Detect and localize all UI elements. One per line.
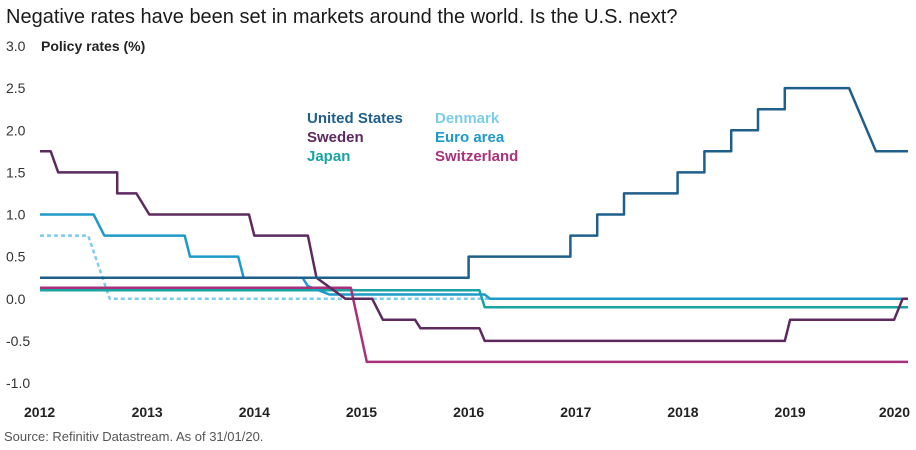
- legend-entry-euro-area: Euro area: [435, 129, 505, 146]
- y-tick-label: 1.5: [6, 164, 26, 180]
- y-tick-label: -1.0: [6, 375, 30, 391]
- x-tick-label: 2017: [560, 404, 591, 420]
- series-line-sweden: [40, 150, 908, 343]
- chart-title: Negative rates have been set in markets …: [6, 6, 678, 28]
- legend-entry-sweden: Sweden: [307, 129, 364, 146]
- x-tick-label: 2012: [24, 404, 55, 420]
- legend-entry-united-states: United States: [307, 110, 403, 127]
- y-tick-label: 0.5: [6, 249, 26, 265]
- x-tick-label: 2013: [132, 404, 163, 420]
- x-tick-label: 2019: [775, 404, 806, 420]
- y-tick-label: 1.0: [6, 207, 26, 223]
- y-tick-label: 0.0: [6, 291, 26, 307]
- series-line-japan: [40, 289, 908, 309]
- y-tick-label: 3.0: [6, 38, 26, 54]
- legend-entry-japan: Japan: [307, 148, 350, 165]
- legend-entry-denmark: Denmark: [435, 110, 500, 127]
- source-note: Source: Refinitiv Datastream. As of 31/0…: [4, 429, 264, 444]
- series-line-united-states: [40, 86, 908, 279]
- x-tick-label: 2018: [667, 404, 698, 420]
- x-tick-labels: 2012 2013 2014 2015 2016 2017 2018 2019 2020: [24, 404, 910, 420]
- y-tick-label: 2.5: [6, 80, 26, 96]
- series-line-switzerland: [40, 286, 908, 364]
- y-tick-label: -0.5: [6, 333, 30, 349]
- legend: United States Denmark Sweden Euro area Japan…: [307, 110, 518, 165]
- x-tick-label: 2014: [239, 404, 270, 420]
- y-axis-label: Policy rates (%): [41, 38, 145, 54]
- x-tick-label: 2020: [879, 404, 910, 420]
- x-tick-label: 2015: [346, 404, 377, 420]
- y-tick-label: 2.0: [6, 122, 26, 138]
- series-lines: [40, 86, 908, 364]
- x-tick-label: 2016: [453, 404, 484, 420]
- legend-entry-switzerland: Switzerland: [435, 148, 518, 165]
- y-tick-labels: 3.0 2.5 2.0 1.5 1.0 0.5 0.0 -0.5 -1.0: [6, 38, 30, 391]
